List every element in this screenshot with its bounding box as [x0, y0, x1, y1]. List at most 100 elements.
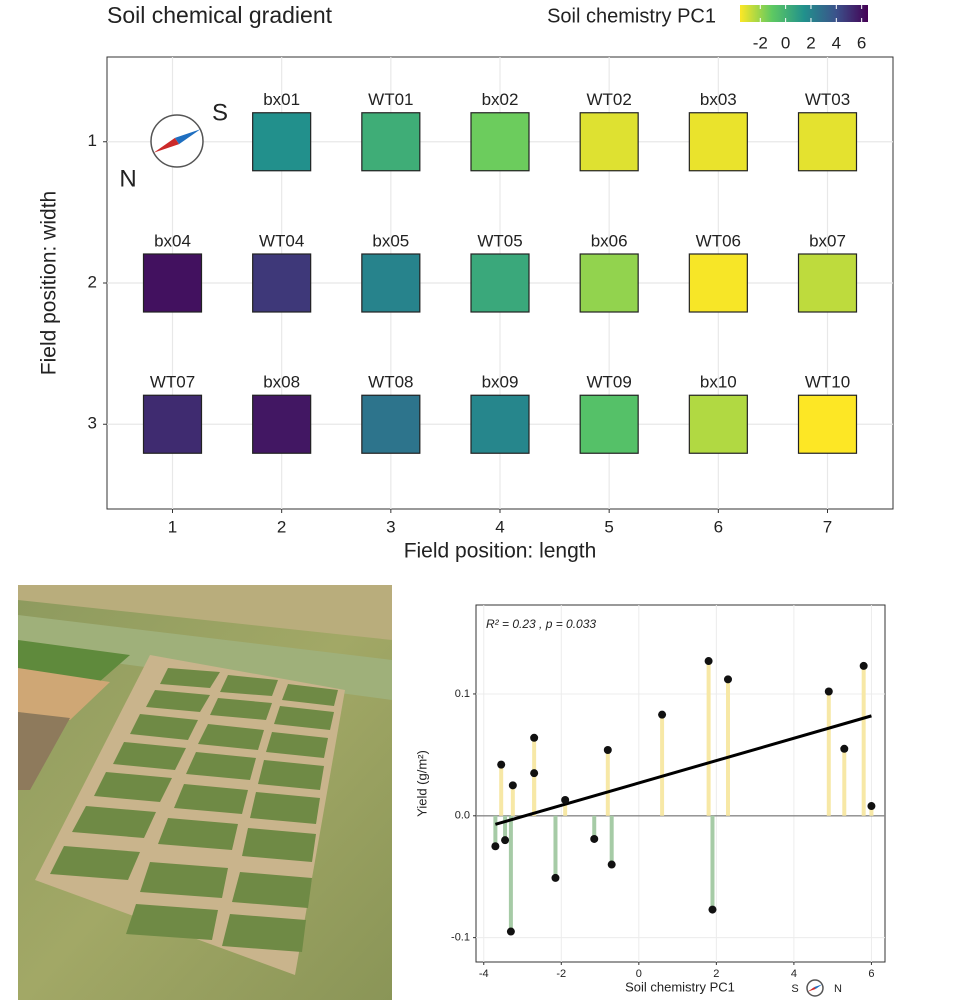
- point: [658, 710, 667, 719]
- tile: [361, 253, 421, 313]
- y-axis-title: Yield (g/m²): [414, 750, 429, 817]
- tile-label: bx01: [263, 90, 300, 109]
- x-axis-title: Field position: length: [404, 540, 597, 563]
- tile: [470, 253, 530, 313]
- compass-label: S: [212, 99, 228, 126]
- tile: [579, 253, 639, 313]
- point: [501, 836, 510, 845]
- point: [840, 744, 849, 753]
- tile: [470, 112, 530, 172]
- point: [590, 834, 599, 843]
- point: [704, 657, 713, 666]
- tile: [142, 394, 203, 454]
- tile-label: bx07: [809, 231, 846, 250]
- x-axis-title: Soil chemistry PC1: [625, 979, 735, 994]
- y-axis-title: Field position: width: [38, 191, 61, 375]
- tile: [688, 253, 748, 313]
- tile-label: WT09: [586, 373, 631, 392]
- trend-line: [494, 714, 872, 826]
- tile: [361, 394, 421, 454]
- compass-needle-south: [814, 984, 823, 989]
- x-tick-label: 2: [713, 968, 719, 980]
- point: [561, 795, 570, 804]
- tile: [252, 112, 312, 172]
- point: [530, 769, 539, 778]
- stats-annotation: R² = 0.23 , p = 0.033: [486, 617, 596, 631]
- point: [859, 661, 868, 670]
- compass-label: N: [119, 165, 136, 192]
- point: [708, 905, 717, 914]
- colorbar-tick-label: 4: [832, 33, 841, 52]
- tile-label: WT05: [477, 231, 522, 250]
- tile: [470, 394, 530, 454]
- x-tick-label: 4: [791, 968, 797, 980]
- compass-needle-south: [174, 129, 201, 145]
- point: [603, 745, 612, 754]
- point: [723, 675, 732, 684]
- tile-label: bx04: [154, 231, 191, 250]
- colorbar-tick-label: -2: [753, 33, 768, 52]
- tile-label: bx10: [700, 373, 737, 392]
- point: [824, 687, 833, 696]
- chart-title: Soil chemical gradient: [107, 2, 333, 28]
- tile: [252, 394, 312, 454]
- tile-label: bx02: [482, 90, 519, 109]
- tile-label: bx05: [372, 231, 409, 250]
- tile-label: bx03: [700, 90, 737, 109]
- tile-label: WT02: [586, 90, 631, 109]
- tile-label: bx09: [482, 373, 519, 392]
- y-tick-label: 1: [88, 131, 97, 150]
- tile: [797, 394, 858, 454]
- point: [551, 873, 560, 882]
- tile-label: WT01: [368, 90, 413, 109]
- tile: [579, 112, 639, 172]
- legend-title: Soil chemistry PC1: [547, 5, 716, 27]
- y-tick-label: 0.0: [455, 810, 470, 822]
- x-tick-label: 5: [604, 517, 613, 536]
- tile-label: WT07: [150, 373, 195, 392]
- tile-label: WT06: [696, 231, 741, 250]
- tile-label: bx08: [263, 373, 300, 392]
- x-tick-label: 0: [636, 968, 642, 980]
- point: [530, 733, 539, 742]
- aerial-photo: [18, 585, 392, 1000]
- tile: [142, 253, 203, 313]
- compass-needle-north: [807, 987, 816, 992]
- x-tick-label: -2: [556, 968, 566, 980]
- tile-label: bx06: [591, 231, 628, 250]
- point: [607, 860, 616, 869]
- point: [491, 842, 500, 851]
- tile-label: WT08: [368, 373, 413, 392]
- point: [508, 781, 517, 790]
- y-tick-label: 2: [88, 272, 97, 291]
- tile-label: WT03: [805, 90, 850, 109]
- x-tick-label: 6: [868, 968, 874, 980]
- point: [497, 760, 506, 769]
- tile: [361, 112, 421, 172]
- y-tick-label: 3: [88, 414, 97, 433]
- colorbar: [740, 5, 868, 22]
- tile-label: WT10: [805, 373, 850, 392]
- tile: [579, 394, 639, 454]
- compass-label: S: [791, 983, 798, 995]
- x-tick-label: 6: [714, 517, 723, 536]
- colorbar-tick-label: 2: [806, 33, 815, 52]
- x-tick-label: 7: [823, 517, 832, 536]
- colorbar-tick-label: 0: [781, 33, 790, 52]
- y-tick-label: -0.1: [451, 932, 470, 944]
- tile: [688, 394, 748, 454]
- x-tick-label: 1: [168, 517, 177, 536]
- compass-label: N: [834, 983, 842, 995]
- panel: [475, 604, 886, 963]
- x-tick-label: 3: [386, 517, 395, 536]
- point: [506, 927, 515, 936]
- x-tick-label: 4: [495, 517, 504, 536]
- compass-needle-north: [153, 137, 180, 153]
- y-tick-label: 0.1: [455, 688, 470, 700]
- tile-label: WT04: [259, 231, 304, 250]
- tile: [797, 112, 858, 172]
- x-tick-label: -4: [479, 968, 489, 980]
- tile: [797, 253, 858, 313]
- point: [867, 802, 876, 811]
